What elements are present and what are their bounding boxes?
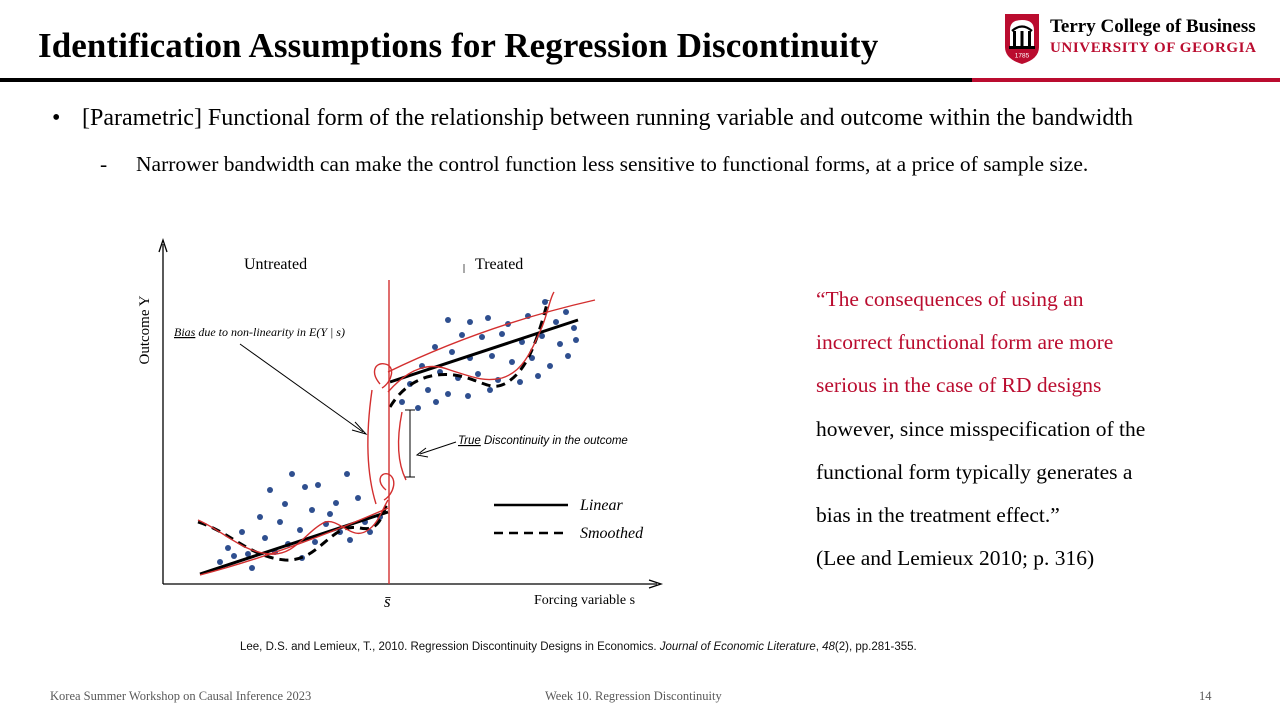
- legend-smoothed-label: Smoothed: [580, 525, 644, 542]
- annotation-squiggle-treated: [387, 291, 555, 393]
- logo-college-name: Terry College of Business: [1050, 16, 1256, 37]
- quote-line-5: functional form typically generates a: [816, 459, 1133, 484]
- annotation-squiggle-untreated: [197, 499, 389, 555]
- rd-figure: Outcome Y Forcing variable s s̄ Untreate…: [137, 237, 664, 611]
- bullet-sub-text: Narrower bandwidth can make the control …: [136, 152, 1089, 176]
- untreated-label: Untreated: [244, 256, 307, 273]
- linear-fit-untreated: [199, 510, 389, 576]
- y-axis-label: Outcome Y: [137, 295, 153, 364]
- quote-block: “The consequences of using an incorrect …: [816, 278, 1256, 580]
- annotation-bracket-right: [397, 411, 407, 481]
- quote-line-4: however, since misspecification of the: [816, 416, 1146, 441]
- slide-title: Identification Assumptions for Regressio…: [38, 26, 879, 65]
- arch-shield-icon: 1785: [1005, 14, 1039, 64]
- true-rest: Discontinuity in the outcome: [481, 435, 628, 447]
- title-underline: [0, 78, 972, 82]
- true-word: True: [458, 435, 481, 447]
- linear-fit-treated: [389, 318, 579, 384]
- quote-red-line-1: “The consequences of using an: [816, 287, 1084, 311]
- footer-workshop: Korea Summer Workshop on Causal Inferenc…: [50, 689, 312, 703]
- uga-terry-logo: 1785 Terry College of Business UNIVERSIT…: [1004, 13, 1276, 67]
- treated-dots: [399, 299, 579, 411]
- reference: Lee, D.S. and Lemieux, T., 2010. Regress…: [240, 641, 917, 653]
- true-discontinuity-label: True Discontinuity in the outcome: [458, 435, 628, 447]
- smoothed-fit-untreated: [197, 499, 390, 562]
- annotation-linear-untreated: [199, 507, 389, 576]
- handwritten-annotations: [197, 280, 596, 584]
- logo-year: 1785: [1015, 53, 1030, 60]
- title-underline-accent: [972, 78, 1280, 82]
- quote-red-line-3: serious in the case of RD designs: [816, 373, 1102, 398]
- bias-arrowhead-icon: [351, 421, 368, 435]
- annotation-bracket-left: [367, 389, 377, 505]
- treated-label: Treated: [475, 256, 523, 273]
- x-axis-arrow-icon: [648, 579, 664, 589]
- annotation-loop-bottom: [379, 473, 395, 501]
- x-axis-label: Forcing variable s: [534, 593, 635, 608]
- quote-line-6: bias in the treatment effect.”: [816, 503, 1060, 528]
- smoothed-fit-treated: [388, 299, 550, 408]
- bias-arrow: [239, 343, 364, 433]
- reference-pre: Lee, D.S. and Lemieux, T., 2010. Regress…: [240, 641, 660, 653]
- true-arrowhead-icon: [415, 447, 429, 458]
- true-discontinuity-arrow: [419, 441, 457, 455]
- bias-label: Bias due to non-linearity in E(Y | s): [174, 325, 345, 339]
- sub-bullet-marker: -: [100, 152, 108, 176]
- annotation-linear-treated: [387, 299, 596, 373]
- quote-citation: (Lee and Lemieux 2010; p. 316): [816, 546, 1095, 571]
- reference-sep: ,: [815, 641, 823, 653]
- y-axis-arrow-icon: [158, 237, 168, 253]
- cutoff-label: s̄: [384, 592, 391, 611]
- logo-university-name: UNIVERSITY OF GEORGIA: [1050, 40, 1257, 56]
- annotation-loop-top: [373, 363, 393, 389]
- bias-word: Bias: [174, 325, 196, 339]
- reference-volume: 48: [822, 641, 835, 653]
- footer-page-number: 14: [1199, 689, 1212, 703]
- quote-red-line-2: incorrect functional form are more: [816, 330, 1114, 355]
- reference-post: (2), pp.281-355.: [834, 641, 917, 653]
- bullet-main-text: [Parametric] Functional form of the rela…: [82, 105, 1134, 131]
- reference-journal: Journal of Economic Literature: [659, 641, 816, 653]
- bias-rest: due to non-linearity in E(Y | s): [195, 325, 345, 339]
- legend-linear-label: Linear: [579, 497, 623, 514]
- footer-week: Week 10. Regression Discontinuity: [545, 689, 722, 703]
- bullet-marker: •: [52, 105, 61, 131]
